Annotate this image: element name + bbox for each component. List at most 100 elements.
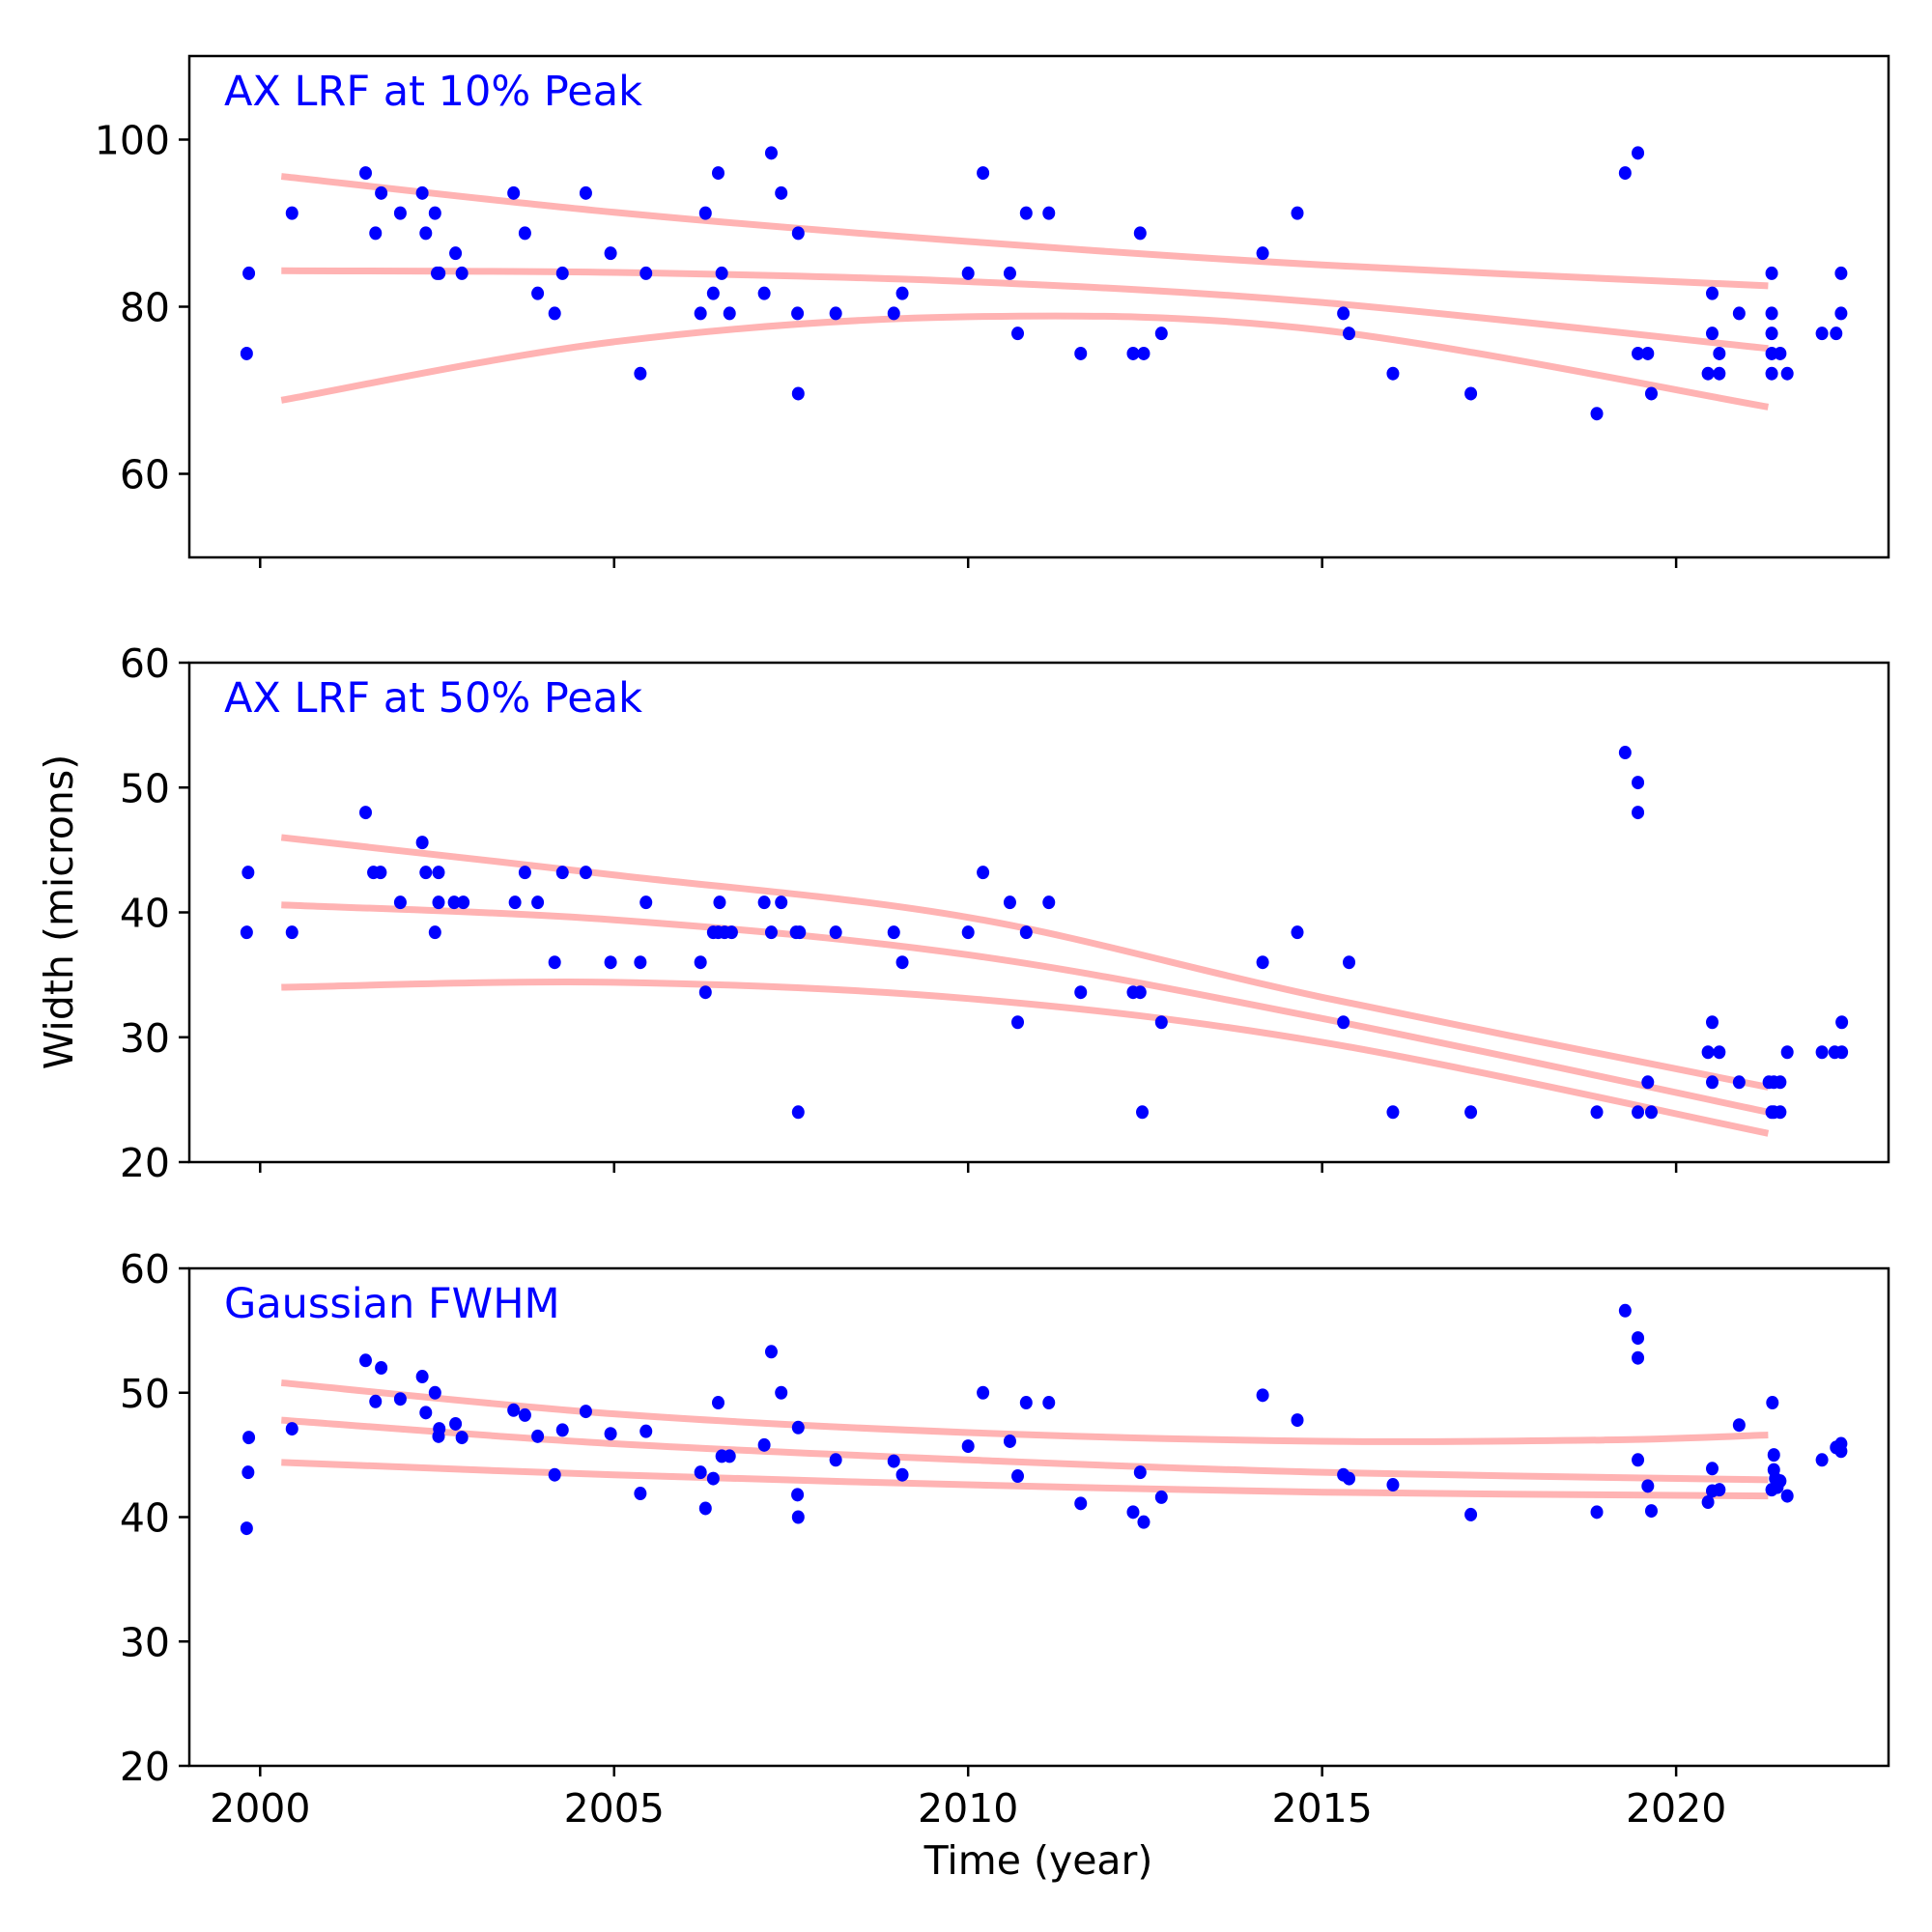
y-tick-label: 60 [120,1246,170,1293]
data-point [449,246,463,261]
data-point [887,1454,900,1468]
data-point [1126,346,1140,360]
data-point [449,1416,463,1431]
panels: 60 80 100 AX LRF at 10% Peak 20 30 40 50 60 AX LR… [95,54,1890,1832]
data-point [369,1394,383,1408]
data-point [1701,1495,1715,1510]
data-point [240,346,253,360]
data-point [1136,1105,1150,1120]
data-point [764,1345,778,1359]
data-point [639,1424,653,1438]
data-point [428,206,441,220]
data-point [531,1429,545,1443]
data-point [1133,1465,1147,1480]
data-point [791,226,805,241]
data-point [447,895,461,910]
data-point [1706,1075,1719,1090]
data-point [1765,266,1778,280]
data-point [698,1501,712,1516]
y-tick-label: 20 [120,1140,170,1186]
data-point [548,306,561,321]
data-point [1834,1436,1848,1451]
data-point [634,366,647,381]
data-point [419,226,433,241]
data-point [1343,1471,1356,1486]
data-point [242,1431,256,1445]
data-point [757,1437,771,1452]
data-point [1701,366,1715,381]
data-point [791,1105,805,1120]
data-point [713,895,726,910]
data-point [698,206,712,220]
data-point [1154,327,1168,341]
data-point [1774,1075,1787,1090]
data-point [1003,895,1016,910]
data-point [1713,1045,1726,1060]
data-point [1632,1453,1645,1467]
data-point [1291,1413,1304,1428]
data-point [240,1521,253,1536]
panel-title: Gaussian FWHM [224,1280,560,1328]
data-point [428,1385,441,1400]
data-point [432,895,445,910]
panel-2: 20 30 40 50 60 AX LRF at 50% Peak [120,640,1890,1186]
data-point [415,185,429,200]
data-point [1780,1045,1794,1060]
data-point [791,386,805,401]
data-point [579,185,592,200]
data-point [428,925,441,940]
data-point [242,866,255,880]
data-point [895,955,909,970]
data-point [1815,1045,1829,1060]
data-point [1706,286,1719,300]
data-point [1256,246,1269,261]
data-point [518,866,531,880]
fit-line-middle [281,1416,1769,1484]
y-axis-label: Width (microns) [36,754,82,1069]
data-point [374,866,387,880]
data-point [1074,1496,1088,1511]
data-point [711,1396,724,1410]
data-point [1337,306,1350,321]
y-tick-label: 30 [120,1015,170,1062]
data-point [1834,306,1848,321]
data-point [393,895,407,910]
data-point [1641,346,1655,360]
data-point [1765,366,1778,381]
data-point [285,1422,298,1436]
fit-line-lower [281,1459,1769,1500]
data-point [1590,1505,1604,1520]
data-point [1834,266,1848,280]
data-point [555,866,569,880]
data-point [694,306,707,321]
data-point [1632,1350,1645,1365]
data-point [1386,1105,1400,1120]
data-point [791,1420,805,1435]
panel-title: AX LRF at 50% Peak [224,674,642,723]
data-point [1632,806,1645,820]
data-point [764,925,778,940]
data-point [961,266,975,280]
data-point [1256,955,1269,970]
x-tick-label: 2010 [918,1785,1018,1832]
data-point [1003,1434,1016,1448]
data-point [419,866,433,880]
data-point [604,1427,617,1441]
data-point [887,306,900,321]
data-point [1632,1331,1645,1346]
data-point [455,266,469,280]
data-point [1713,1483,1726,1497]
data-point [706,286,720,300]
data-point [1137,1515,1151,1529]
data-point [604,246,617,261]
y-tick-label: 40 [120,1495,170,1542]
data-point [1590,1105,1604,1120]
data-point [1011,1469,1025,1484]
data-point [1618,746,1632,760]
data-point [639,895,653,910]
data-point [1042,895,1056,910]
data-point [1154,1490,1168,1504]
data-point [1632,1105,1645,1120]
data-point [1019,925,1033,940]
